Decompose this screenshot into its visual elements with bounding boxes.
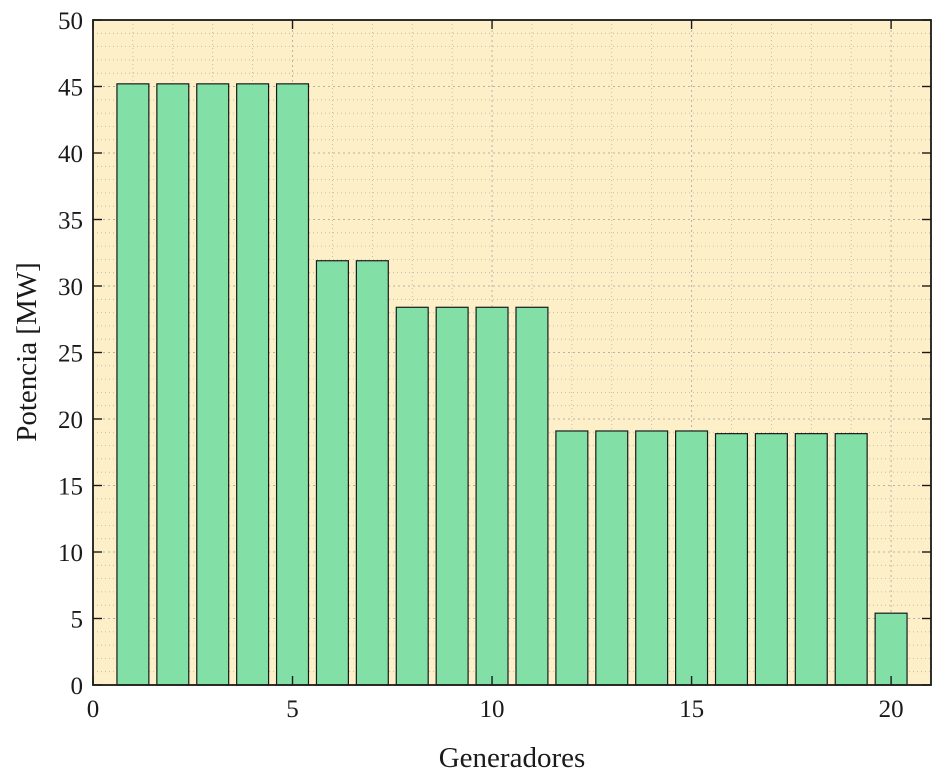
bar-generador-19 (834, 433, 868, 686)
bar-generador-10 (475, 306, 509, 686)
bar-generador-9 (435, 306, 469, 686)
y-tick-label: 45 (58, 75, 83, 102)
y-tick-label: 0 (71, 673, 84, 700)
x-tick-label: 20 (879, 696, 904, 723)
plot-area-background (93, 20, 931, 685)
x-axis-label: Generadores (439, 742, 586, 774)
x-tick-label: 15 (679, 696, 704, 723)
x-tick-label: 0 (87, 696, 100, 723)
bar-generador-14 (635, 430, 669, 686)
bar-generador-11 (515, 306, 549, 686)
bar-generador-2 (156, 83, 190, 686)
y-tick-label: 5 (71, 607, 84, 634)
bars (116, 83, 908, 686)
y-tick-label: 35 (58, 208, 83, 235)
bar-generador-1 (116, 83, 150, 686)
y-tick-label: 10 (58, 540, 83, 567)
bar-generador-5 (275, 83, 310, 686)
y-tick-label: 30 (58, 274, 83, 301)
bar-generador-12 (555, 430, 589, 686)
bar-generador-13 (595, 430, 629, 686)
bar-generador-16 (714, 433, 749, 686)
x-tick-label: 5 (286, 696, 299, 723)
bar-generador-3 (196, 83, 230, 686)
y-tick-label: 25 (58, 341, 83, 368)
bar-generador-18 (794, 433, 828, 686)
axis-ticks: 0 5 10 15 20 0 5 10 15 20 25 30 35 40 45 50 (58, 8, 931, 723)
x-tick-label: 10 (480, 696, 505, 723)
bar-generador-20 (874, 612, 908, 686)
bar-generador-4 (236, 83, 270, 686)
y-axis-label: Potencia [MW] (11, 262, 43, 442)
bar-generador-6 (315, 260, 349, 686)
y-tick-label: 40 (58, 141, 83, 168)
y-tick-label: 50 (58, 8, 83, 35)
bar-generador-7 (355, 260, 389, 686)
y-tick-label: 15 (58, 474, 83, 501)
bar-generador-17 (754, 433, 788, 686)
y-tick-label: 20 (58, 407, 83, 434)
bar-generador-15 (675, 430, 709, 686)
bar-generador-8 (395, 306, 429, 686)
